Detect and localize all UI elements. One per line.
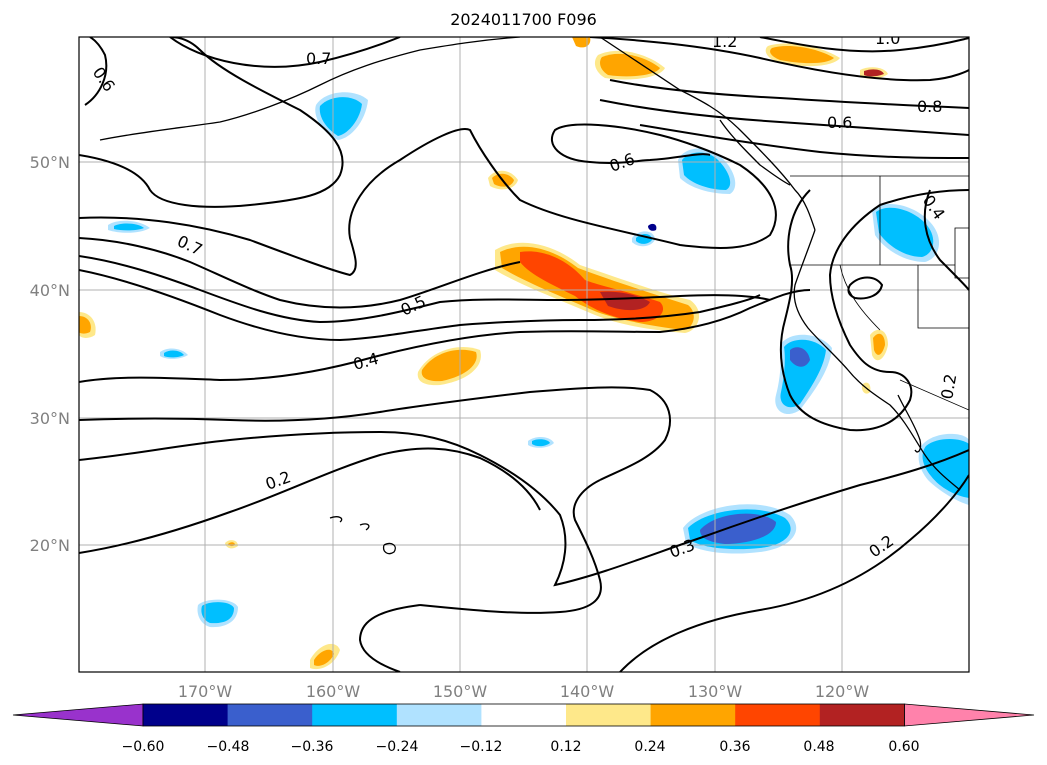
contour-label: 0.2: [937, 372, 960, 400]
contour-label: 0.7: [306, 49, 331, 68]
coastlines: [99, 37, 961, 555]
colorbar-segment: [312, 704, 398, 726]
lon-label: 160°W: [306, 682, 361, 701]
contour-label: 0.8: [917, 97, 942, 116]
plot-frame: [78, 36, 970, 673]
shaded-anomalies: [79, 37, 969, 670]
colorbar-segment: [566, 704, 652, 726]
colorbar-extend-left: [12, 703, 144, 727]
lon-label: 140°W: [560, 682, 615, 701]
contour-lines: [79, 37, 969, 672]
lon-label: 170°W: [178, 682, 233, 701]
latitude-labels: 50°N 40°N 30°N 20°N: [30, 153, 70, 555]
colorbar-tick-label: 0.12: [550, 739, 581, 755]
colorbar-tick-label: −0.60: [122, 739, 165, 755]
lon-label: 150°W: [433, 682, 488, 701]
colorbar-segment: [650, 704, 736, 726]
colorbar-tick-label: −0.12: [460, 739, 503, 755]
colorbar-tick-label: 0.24: [634, 739, 665, 755]
lon-label: 120°W: [815, 682, 870, 701]
contour-label: 1.2: [712, 32, 737, 51]
colorbar-tick-label: 0.48: [803, 739, 834, 755]
colorbar-extend-right: [904, 703, 1035, 727]
contour-label: 1.0: [875, 29, 900, 48]
colorbar-tick-labels: −0.60 −0.48 −0.36 −0.24 −0.12 0.12 0.24 …: [122, 739, 920, 755]
colorbar-tick-label: 0.60: [888, 739, 919, 755]
lat-label: 40°N: [30, 281, 70, 300]
lat-label: 30°N: [30, 409, 70, 428]
colorbar-tick-label: −0.36: [291, 739, 334, 755]
colorbar-tick-label: −0.48: [207, 739, 250, 755]
colorbar: [12, 703, 1035, 727]
lat-label: 20°N: [30, 536, 70, 555]
longitude-labels: 170°W 160°W 150°W 140°W 130°W 120°W: [178, 682, 870, 701]
colorbar-frame: [142, 703, 905, 727]
colorbar-segment: [396, 704, 482, 726]
map-title: 2024011700 F096: [450, 10, 597, 29]
colorbar-segment: [227, 704, 313, 726]
contour-label: 0.6: [827, 113, 852, 132]
colorbar-tick-label: 0.36: [719, 739, 750, 755]
grid-lines: [79, 37, 969, 672]
colorbar-tick-label: −0.24: [376, 739, 419, 755]
lat-label: 50°N: [30, 153, 70, 172]
colorbar-segment: [481, 704, 567, 726]
lon-label: 130°W: [688, 682, 743, 701]
state-borders: [790, 175, 969, 411]
colorbar-segment: [819, 704, 905, 726]
colorbar-segment: [143, 704, 229, 726]
colorbar-segment: [735, 704, 821, 726]
